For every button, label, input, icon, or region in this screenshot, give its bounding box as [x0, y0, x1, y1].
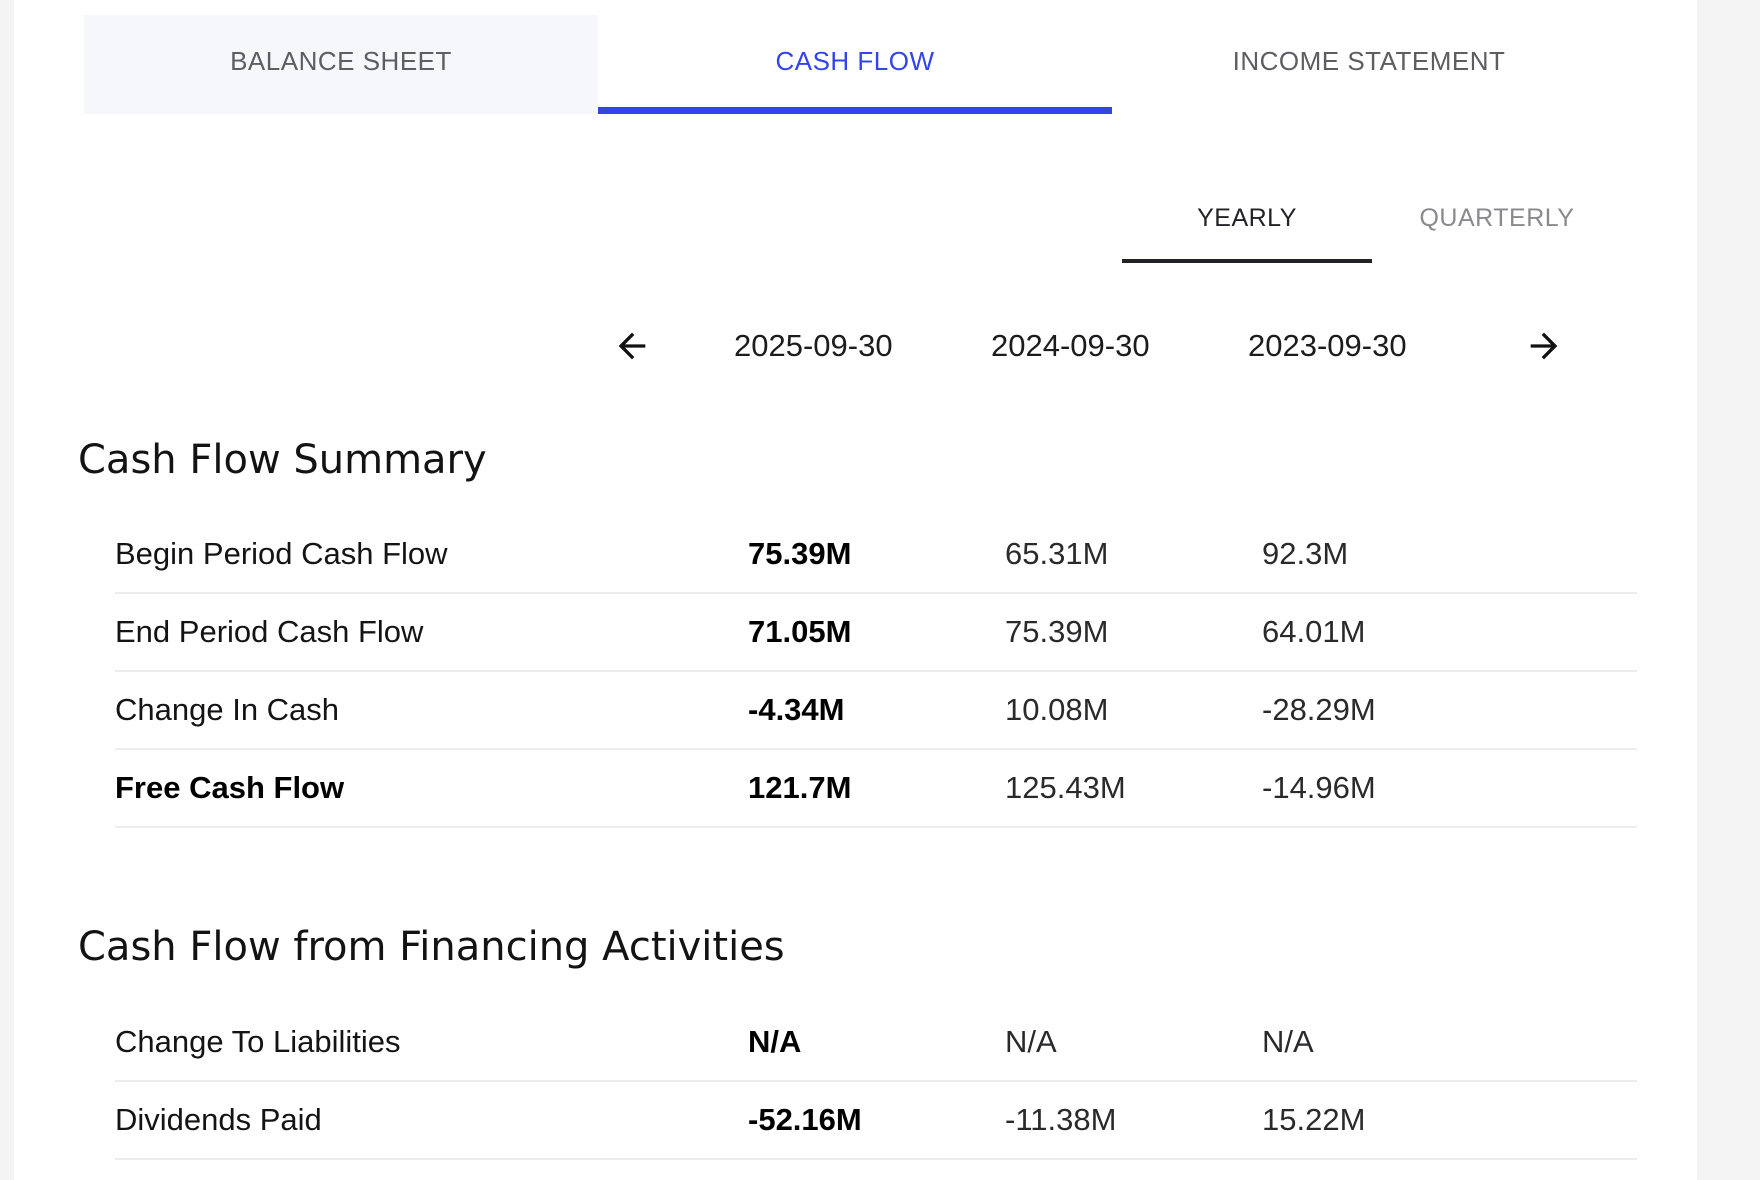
arrow-left-icon — [612, 326, 652, 366]
table-row: Free Cash Flow 121.7M 125.43M -14.96M — [115, 750, 1637, 828]
value-cell: -52.16M — [748, 1102, 1005, 1138]
period-date-header: 2025-09-30 2024-09-30 2023-09-30 — [0, 326, 1760, 366]
value-cell: -28.29M — [1262, 692, 1637, 728]
row-label: Begin Period Cash Flow — [115, 536, 748, 572]
table-row: Change In Cash -4.34M 10.08M -28.29M — [115, 672, 1637, 750]
statement-tabs: BALANCE SHEET CASH FLOW INCOME STATEMENT — [84, 15, 1626, 114]
value-cell: 75.39M — [748, 536, 1005, 572]
value-cell: 125.43M — [1005, 770, 1262, 806]
value-cell: 92.3M — [1262, 536, 1637, 572]
value-cell: N/A — [1005, 1024, 1262, 1060]
previous-period-button[interactable] — [612, 326, 652, 366]
value-cell: 10.08M — [1005, 692, 1262, 728]
table-row: Change To Liabilities N/A N/A N/A — [115, 1004, 1637, 1082]
toggle-active-indicator — [1122, 259, 1372, 263]
row-label: Dividends Paid — [115, 1102, 748, 1138]
section-title-cash-flow-summary: Cash Flow Summary — [78, 435, 487, 485]
page-background-right — [1697, 0, 1760, 1180]
date-column-2: 2023-09-30 — [1248, 328, 1407, 364]
row-label: Change To Liabilities — [115, 1024, 748, 1060]
value-cell: N/A — [748, 1024, 1005, 1060]
toggle-yearly[interactable]: YEARLY — [1122, 200, 1372, 236]
value-cell: 121.7M — [748, 770, 1005, 806]
toggle-quarterly-label: QUARTERLY — [1419, 204, 1574, 232]
tab-balance-sheet-label: BALANCE SHEET — [230, 46, 452, 77]
next-period-button[interactable] — [1524, 326, 1564, 366]
table-row: End Period Cash Flow 71.05M 75.39M 64.01… — [115, 594, 1637, 672]
page-background-left — [0, 0, 14, 1180]
table-row: Dividends Paid -52.16M -11.38M 15.22M — [115, 1082, 1637, 1160]
value-cell: 71.05M — [748, 614, 1005, 650]
row-label: End Period Cash Flow — [115, 614, 748, 650]
toggle-quarterly[interactable]: QUARTERLY — [1372, 200, 1622, 236]
tab-balance-sheet[interactable]: BALANCE SHEET — [84, 15, 598, 114]
tab-income-statement[interactable]: INCOME STATEMENT — [1112, 15, 1626, 114]
tab-cash-flow[interactable]: CASH FLOW — [598, 15, 1112, 114]
value-cell: -14.96M — [1262, 770, 1637, 806]
row-label: Free Cash Flow — [115, 770, 748, 806]
value-cell: N/A — [1262, 1024, 1637, 1060]
toggle-yearly-label: YEARLY — [1197, 204, 1297, 232]
row-label: Change In Cash — [115, 692, 748, 728]
tab-cash-flow-label: CASH FLOW — [775, 46, 934, 77]
value-cell: 75.39M — [1005, 614, 1262, 650]
arrow-right-icon — [1524, 326, 1564, 366]
date-column-1: 2024-09-30 — [991, 328, 1150, 364]
value-cell: 64.01M — [1262, 614, 1637, 650]
value-cell: 65.31M — [1005, 536, 1262, 572]
value-cell: 15.22M — [1262, 1102, 1637, 1138]
section-title-financing-activities: Cash Flow from Financing Activities — [78, 922, 785, 972]
value-cell: -4.34M — [748, 692, 1005, 728]
table-row: Begin Period Cash Flow 75.39M 65.31M 92.… — [115, 516, 1637, 594]
value-cell: -11.38M — [1005, 1102, 1262, 1138]
tab-income-statement-label: INCOME STATEMENT — [1233, 46, 1506, 77]
cash-flow-summary-table: Begin Period Cash Flow 75.39M 65.31M 92.… — [115, 516, 1637, 828]
date-column-0: 2025-09-30 — [734, 328, 893, 364]
financing-activities-table: Change To Liabilities N/A N/A N/A Divide… — [115, 1004, 1637, 1160]
